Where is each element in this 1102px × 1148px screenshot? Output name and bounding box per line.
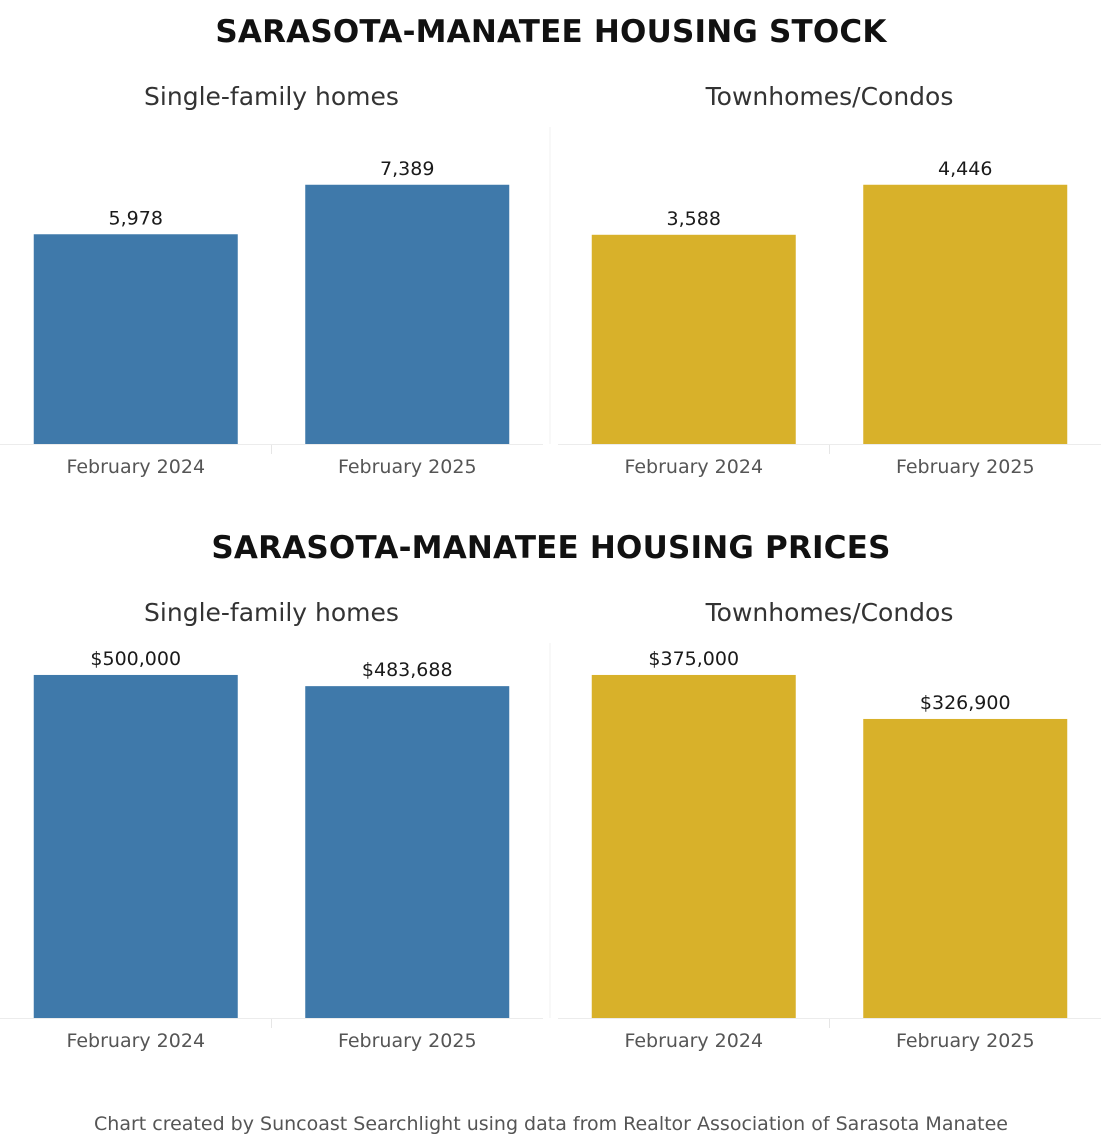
data-label: 5,978 — [109, 207, 163, 229]
source-footer: Chart created by Suncoast Searchlight us… — [94, 1113, 1008, 1135]
data-label: $375,000 — [648, 648, 739, 670]
panel-title: Townhomes/Condos — [705, 598, 954, 627]
prices-townhomes-chart: $375,000 February 2024 $326,900 February 20… — [558, 648, 1101, 1052]
data-label: 4,446 — [938, 158, 992, 180]
stock-single-family-chart: 5,978 February 2024 7,389 February 2025 — [0, 127, 551, 478]
category-label: February 2024 — [66, 456, 205, 478]
prices-single-family-chart: $500,000 February 2024 $483,688 February 20… — [0, 643, 551, 1052]
category-label: February 2025 — [338, 1030, 477, 1052]
bar — [33, 674, 238, 1018]
bar — [33, 234, 238, 444]
bar — [863, 184, 1068, 444]
category-label: February 2024 — [624, 456, 763, 478]
data-label: 3,588 — [667, 208, 721, 230]
category-label: February 2025 — [338, 456, 477, 478]
data-label: $326,900 — [920, 692, 1011, 714]
bar — [305, 184, 510, 444]
category-label: February 2025 — [896, 1030, 1035, 1052]
stock-section-title: SARASOTA-MANATEE HOUSING STOCK — [215, 14, 887, 50]
category-label: February 2024 — [66, 1030, 205, 1052]
data-label: $483,688 — [362, 659, 453, 681]
bar — [305, 686, 510, 1018]
panel-title: Single-family homes — [144, 598, 399, 627]
bar — [863, 718, 1068, 1018]
category-label: February 2025 — [896, 456, 1035, 478]
data-label: $500,000 — [90, 648, 181, 670]
panel-title: Single-family homes — [144, 82, 399, 111]
data-label: 7,389 — [380, 158, 434, 180]
panel-title: Townhomes/Condos — [705, 82, 954, 111]
bar — [591, 674, 796, 1018]
stock-townhomes-chart: 3,588 February 2024 4,446 February 2025 — [558, 158, 1101, 478]
bar — [591, 234, 796, 444]
prices-section-title: SARASOTA-MANATEE HOUSING PRICES — [211, 530, 891, 566]
category-label: February 2024 — [624, 1030, 763, 1052]
